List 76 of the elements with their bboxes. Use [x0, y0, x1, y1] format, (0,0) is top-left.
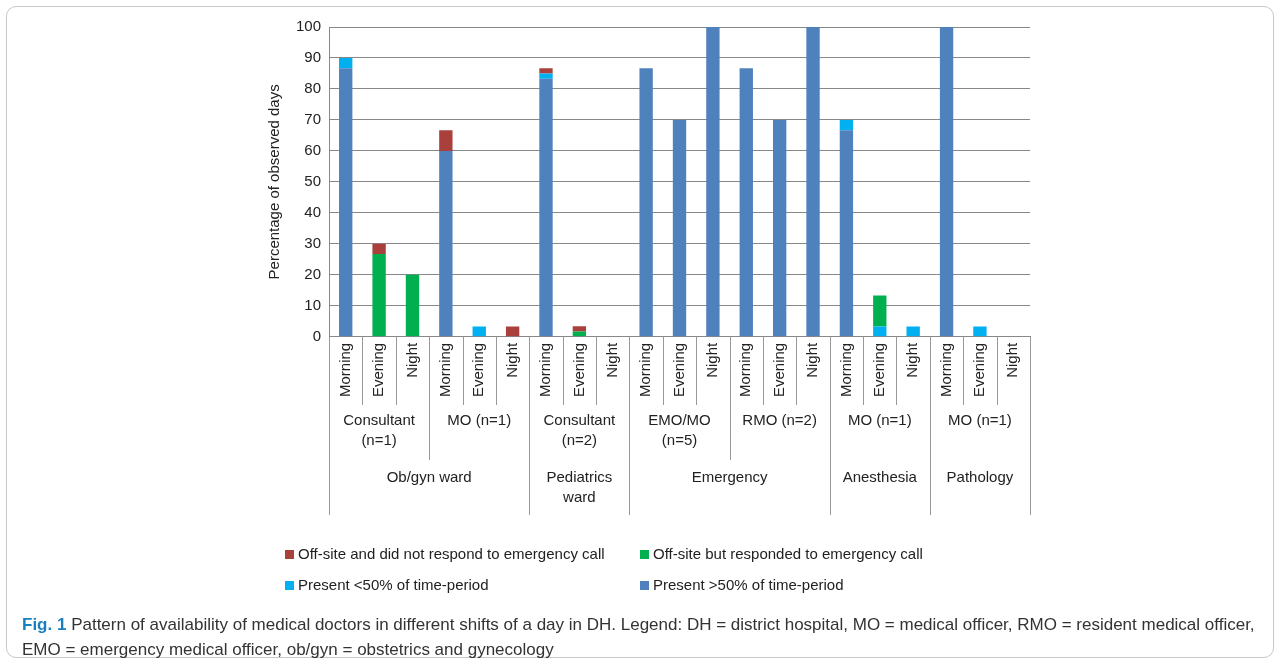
bar	[873, 326, 887, 337]
x-tick-label: Evening	[869, 342, 887, 398]
y-tick-label: 100	[296, 17, 322, 35]
text: Pediatrics ward	[546, 467, 613, 505]
y-tick-label: 50	[304, 172, 322, 190]
y-tick-label: 80	[304, 79, 322, 97]
bar	[639, 68, 653, 337]
y-tick-label: 40	[304, 203, 322, 221]
y-tick-label: 0	[312, 326, 322, 344]
text: RMO (n=2)	[742, 410, 817, 428]
x-tick-label: Evening	[369, 342, 387, 398]
x-tick-label: Morning	[335, 342, 353, 397]
text: MO (n=1)	[847, 410, 912, 428]
bar	[405, 274, 420, 337]
bar	[939, 27, 954, 337]
x-tick-label: Morning	[836, 342, 854, 397]
x-tick-label: Morning	[936, 342, 954, 397]
y-tick-label: 90	[304, 48, 322, 66]
text: Consultant (n=1)	[343, 410, 416, 448]
bar	[505, 326, 520, 337]
bar	[339, 68, 353, 337]
text: Ob/gyn ward	[386, 467, 472, 485]
caption: Fig. 1 Pattern of availability of medical doctors in different shifts of a day in DH. Legend: DH = district hospital, MO = medical officer, RMO = resident medical officer, EMO = emergency medical officer, ob/gyn = obstetrics and gynecology	[22, 614, 1256, 661]
text: Anesthesia	[842, 467, 918, 485]
legend-label: Present <50% of time-period	[297, 576, 490, 593]
x-tick-label: Night	[1003, 341, 1021, 378]
bar	[772, 119, 787, 337]
x-tick-label: Night	[502, 341, 520, 378]
x-tick-label: Evening	[669, 342, 687, 398]
y-tick-label: 10	[304, 295, 322, 313]
y-tick-label: 20	[304, 264, 322, 282]
bar	[839, 119, 854, 131]
x-tick-label: Morning	[436, 342, 453, 397]
text: EMO/MO (n=5)	[648, 410, 711, 448]
text: Emergency	[691, 467, 769, 485]
y-tick-label: 60	[304, 141, 322, 159]
bar	[339, 57, 353, 69]
x-tick-label: Evening	[769, 342, 787, 398]
x-tick-label: Night	[402, 341, 420, 378]
x-tick-label: Night	[602, 341, 620, 378]
bar	[372, 254, 386, 337]
bar	[806, 27, 820, 337]
x-tick-label: Night	[803, 341, 821, 378]
x-tick-label: Night	[703, 341, 721, 378]
y-tick-label: 70	[304, 110, 322, 128]
x-tick-label: Evening	[970, 342, 988, 398]
text: MO (n=1)	[447, 410, 512, 428]
legend-label: Present >50% of time-period	[652, 576, 845, 593]
bar	[973, 326, 987, 337]
legend-label: Off-site and did not respond to emergency call	[297, 545, 606, 562]
bar	[539, 78, 553, 337]
bar	[439, 150, 453, 337]
x-tick-label: Morning	[536, 342, 554, 397]
y-tick-label: 30	[304, 234, 322, 251]
bar	[839, 130, 854, 337]
bar	[672, 119, 687, 337]
x-tick-label: Evening	[569, 342, 587, 398]
x-tick-label: Evening	[469, 342, 487, 398]
bar	[372, 243, 386, 255]
text: MO (n=1)	[948, 410, 1012, 428]
x-tick-label: Morning	[736, 342, 754, 397]
bar	[539, 73, 553, 79]
bar	[906, 326, 920, 337]
bar	[706, 27, 720, 337]
bar	[873, 295, 887, 327]
bar	[572, 326, 587, 332]
x-tick-label: Night	[903, 341, 921, 378]
text: Pathology	[946, 467, 1014, 485]
bar	[739, 68, 753, 337]
text: Consultant (n=2)	[543, 410, 617, 448]
bar	[439, 130, 453, 151]
bar	[539, 68, 553, 74]
x-tick-label: Morning	[636, 342, 654, 397]
legend-label: Off-site but responded to emergency call	[652, 545, 924, 562]
y-axis-title: Percentage of observed days	[265, 84, 283, 280]
bar	[472, 326, 486, 337]
